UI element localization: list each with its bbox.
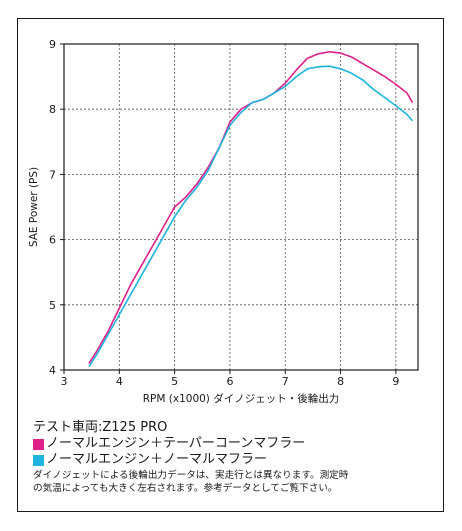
legend-label-taper: ノーマルエンジン＋テーパーコーンマフラー bbox=[46, 436, 306, 451]
x-tick-label: 8 bbox=[337, 375, 344, 388]
x-tick-label: 4 bbox=[116, 375, 123, 388]
x-tick-label: 5 bbox=[171, 375, 178, 388]
y-tick-label: 8 bbox=[49, 103, 56, 116]
chart-frame bbox=[17, 18, 444, 512]
note-line-1: ダイノジェットによる後輪出力データは、実走行とは異なります。測定時 bbox=[33, 470, 349, 481]
x-axis-label: RPM (x1000) ダイノジェット・後輪出力 bbox=[143, 392, 340, 405]
info-panel: テスト車両:Z125 PRO ノーマルエンジン＋テーパーコーンマフラー ノーマル… bbox=[33, 420, 438, 495]
y-axis-label: SAE Power (PS) bbox=[28, 167, 40, 247]
y-tick-label: 9 bbox=[49, 38, 56, 51]
legend-swatch-cyan bbox=[33, 454, 44, 466]
y-tick-label: 6 bbox=[49, 234, 56, 247]
y-tick-label: 5 bbox=[49, 299, 56, 312]
series-lines bbox=[88, 50, 414, 368]
y-tick-label: 7 bbox=[49, 168, 56, 181]
series-line-normal bbox=[88, 65, 414, 368]
x-tick-label: 3 bbox=[61, 375, 68, 388]
x-tick-label: 9 bbox=[392, 375, 399, 388]
grid bbox=[64, 44, 418, 370]
legend-item-taper: ノーマルエンジン＋テーパーコーンマフラー bbox=[33, 436, 438, 452]
note-line-2: の気温によっても大きく左右されます。参考データとしてご覧下さい。 bbox=[33, 483, 338, 494]
legend-swatch-magenta bbox=[33, 438, 44, 450]
test-vehicle-label: テスト車両:Z125 PRO bbox=[33, 420, 168, 435]
series-line-taper-cone bbox=[88, 50, 414, 364]
note-text: ダイノジェットによる後輪出力データは、実走行とは異なります。測定時 の気温によっ… bbox=[33, 469, 438, 495]
x-tick-label: 6 bbox=[226, 375, 233, 388]
y-tick-label: 4 bbox=[49, 364, 56, 377]
legend-label-normal: ノーマルエンジン＋ノーマルマフラー bbox=[46, 452, 268, 467]
x-tick-label: 7 bbox=[282, 375, 289, 388]
plot-area bbox=[63, 43, 419, 371]
legend-item-normal: ノーマルエンジン＋ノーマルマフラー bbox=[33, 452, 438, 468]
